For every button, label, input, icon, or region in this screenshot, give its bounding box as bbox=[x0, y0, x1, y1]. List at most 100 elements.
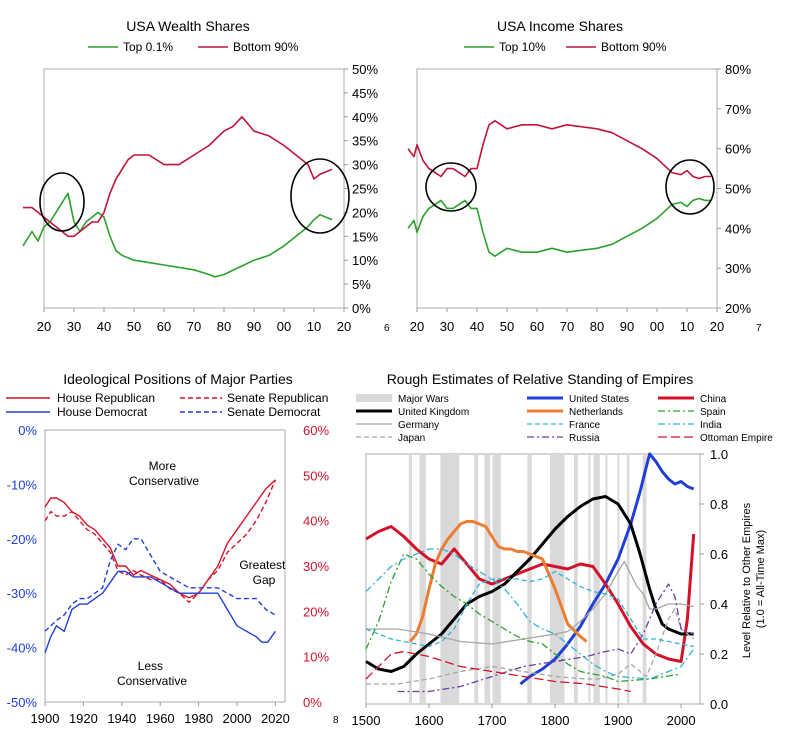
y-tick-label: 1.0 bbox=[710, 447, 728, 462]
left-axis-tick-label: -50% bbox=[7, 695, 38, 710]
legend-label-russia: Russia bbox=[569, 433, 600, 444]
left-axis-tick-label: -10% bbox=[7, 477, 38, 492]
major-war-band bbox=[474, 454, 479, 704]
x-tick-label: 30 bbox=[440, 319, 454, 334]
x-tick-label: 50 bbox=[500, 319, 514, 334]
x-tick-label: 10 bbox=[307, 319, 321, 334]
right-axis-tick-label: 20% bbox=[303, 604, 329, 619]
x-tick-label: 70 bbox=[560, 319, 574, 334]
empires-chart: Rough Estimates of Relative Standing of … bbox=[352, 371, 774, 728]
left-axis-tick-label: -40% bbox=[7, 641, 38, 656]
x-tick-label: 40 bbox=[97, 319, 111, 334]
more-conservative-label: More Conservative bbox=[129, 459, 199, 488]
legend-label-japan: Japan bbox=[398, 433, 425, 444]
major-war-band bbox=[484, 454, 491, 704]
left-axis-tick-label: -20% bbox=[7, 532, 38, 547]
series-line-top-0-1 bbox=[22, 192, 333, 278]
x-tick-label: 30 bbox=[67, 319, 81, 334]
less-conservative-line-2: Conservative bbox=[117, 674, 187, 688]
series-line-netherlands bbox=[408, 520, 588, 643]
series-line-united-states bbox=[519, 452, 695, 686]
series-line-russia bbox=[397, 583, 694, 693]
income-plot-frame bbox=[416, 68, 718, 309]
y-tick-label: 0% bbox=[352, 301, 371, 316]
series-line-united-kingdom bbox=[365, 495, 694, 673]
y-tick-label: 25% bbox=[352, 182, 378, 197]
series-line-spain bbox=[365, 553, 682, 683]
x-tick-label: 60 bbox=[530, 319, 544, 334]
y-tick-label: 35% bbox=[352, 134, 378, 149]
x-tick-label: 1500 bbox=[352, 713, 381, 728]
legend-label-china: China bbox=[700, 394, 727, 405]
y-tick-label: 50% bbox=[352, 62, 378, 77]
legend-label-house-rep: House Republican bbox=[57, 391, 155, 405]
right-axis-tick-label: 50% bbox=[303, 468, 329, 483]
x-tick-label: 1960 bbox=[146, 711, 175, 726]
series-line-house-republican bbox=[44, 479, 276, 599]
empires-y-axis-label-line-2: (1.0 = All-Time Max) bbox=[755, 530, 767, 628]
major-war-band bbox=[642, 454, 647, 704]
greatest-gap-label: Greatest Gap bbox=[239, 558, 288, 587]
y-tick-label: 0.0 bbox=[710, 697, 728, 712]
major-war-band bbox=[617, 454, 620, 704]
right-axis-tick-label: 40% bbox=[303, 514, 329, 529]
x-tick-label: 90 bbox=[620, 319, 634, 334]
y-tick-label: 50% bbox=[725, 182, 751, 197]
right-axis-tick-label: 10% bbox=[303, 650, 329, 665]
y-tick-label: 0.6 bbox=[710, 547, 728, 562]
ideology-chart: Ideological Positions of Major Parties H… bbox=[6, 371, 339, 726]
legend-label-spain: Spain bbox=[700, 407, 726, 418]
more-conservative-line-1: More bbox=[149, 459, 177, 473]
y-tick-label: 60% bbox=[725, 142, 751, 157]
source-marker-8: 8 bbox=[333, 715, 339, 726]
empires-y-axis-label-line-1: Level Relative to Other Empires bbox=[741, 502, 753, 658]
left-axis-tick-label: 0% bbox=[18, 423, 37, 438]
legend-label-senate-rep: Senate Republican bbox=[227, 391, 328, 405]
series-line-china bbox=[365, 525, 696, 663]
annotation-circle-2010s-income bbox=[665, 159, 715, 215]
right-axis-tick-label: 30% bbox=[303, 559, 329, 574]
legend-label-france: France bbox=[569, 420, 601, 431]
annotation-circle-1930s bbox=[39, 172, 85, 232]
series-line-india bbox=[365, 548, 695, 680]
y-tick-label: 20% bbox=[725, 301, 751, 316]
source-marker-6: 6 bbox=[384, 323, 390, 334]
series-line-bottom-90 bbox=[23, 116, 333, 238]
x-tick-label: 60 bbox=[157, 319, 171, 334]
legend-label-bottom-90-income: Bottom 90% bbox=[601, 40, 667, 54]
major-war-band bbox=[440, 454, 460, 704]
series-line-ottoman-empire bbox=[365, 650, 631, 693]
annotation-circle-1930s-income bbox=[425, 162, 477, 212]
series-line-house-democrat bbox=[44, 570, 276, 654]
x-tick-label: 80 bbox=[590, 319, 604, 334]
more-conservative-line-2: Conservative bbox=[129, 474, 199, 488]
series-line-senate-democrat bbox=[44, 538, 276, 632]
y-tick-label: 40% bbox=[725, 221, 751, 236]
x-tick-label: 2000 bbox=[223, 711, 252, 726]
y-tick-label: 5% bbox=[352, 277, 371, 292]
greatest-gap-line-1: Greatest bbox=[239, 558, 286, 572]
x-tick-label: 00 bbox=[650, 319, 664, 334]
x-tick-label: 20 bbox=[710, 319, 724, 334]
wealth-chart-title: USA Wealth Shares bbox=[126, 18, 249, 34]
legend-label-major-wars: Major Wars bbox=[398, 394, 449, 405]
x-tick-label: 2000 bbox=[667, 713, 696, 728]
empires-y-axis-label: Level Relative to Other Empires (1.0 = A… bbox=[741, 500, 767, 658]
x-tick-label: 2020 bbox=[261, 711, 290, 726]
legend-label-united-states: United States bbox=[569, 394, 629, 405]
legend-label-senate-dem: Senate Democrat bbox=[227, 405, 321, 419]
y-tick-label: 40% bbox=[352, 110, 378, 125]
ideology-plot-frame bbox=[44, 429, 286, 703]
series-line-japan bbox=[366, 608, 695, 685]
major-war-band bbox=[527, 454, 532, 704]
x-tick-label: 40 bbox=[470, 319, 484, 334]
y-tick-label: 20% bbox=[352, 205, 378, 220]
legend-label-top-0-1: Top 0.1% bbox=[123, 40, 173, 54]
x-tick-label: 1600 bbox=[415, 713, 444, 728]
y-tick-label: 0.4 bbox=[710, 597, 728, 612]
x-tick-label: 10 bbox=[680, 319, 694, 334]
wealth-plot-frame bbox=[43, 68, 345, 309]
y-tick-label: 70% bbox=[725, 102, 751, 117]
y-tick-label: 0.2 bbox=[710, 647, 728, 662]
